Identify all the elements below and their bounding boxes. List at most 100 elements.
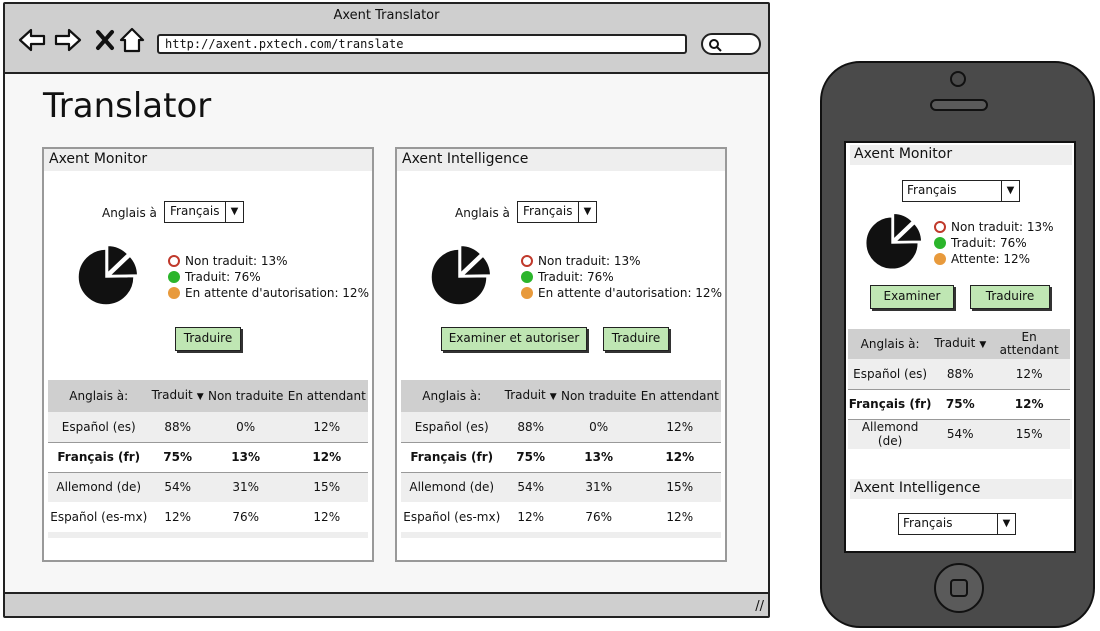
cell-lang: Español (es) [48, 412, 150, 442]
url-input[interactable]: http://axent.pxtech.com/translate [157, 34, 687, 54]
legend-untranslated: Non traduit: 13% [521, 253, 722, 269]
cell-translated: 88% [932, 359, 989, 389]
mobile-language-select[interactable]: Français ▼ [902, 180, 1020, 202]
legend-translated-label: Traduit: 76% [185, 270, 261, 284]
window-title: Axent Translator [333, 8, 440, 23]
monitor-legend: Non traduit: 13% Traduit: 76% En attente… [168, 253, 369, 301]
cell-pending: 12% [988, 359, 1070, 389]
legend-untranslated: Non traduit: 13% [168, 253, 369, 269]
table-footer [401, 532, 721, 538]
cell-translated: 88% [149, 412, 206, 442]
monitor-language-label: Anglais à [102, 206, 157, 220]
table-row[interactable]: Allemond (de) 54% 15% [848, 419, 1070, 449]
home-icon[interactable] [117, 26, 147, 54]
header-lang[interactable]: Anglais à: [48, 380, 150, 412]
mobile-intelligence-language-value: Français [903, 516, 953, 530]
header-translated-label: Traduit [504, 387, 546, 402]
cell-lang: Español (es) [401, 412, 503, 442]
table-header-row: Anglais à: Traduit ▼ Non traduite En atte… [401, 380, 721, 412]
intelligence-language-label: Anglais à [455, 206, 510, 220]
cell-translated: 12% [164, 510, 191, 524]
legend-translated-label: Traduit: 76% [951, 236, 1027, 250]
header-untranslated[interactable]: Non traduite [558, 380, 639, 412]
table-row[interactable]: Allemond (de) 54% 31% 15% [48, 472, 368, 502]
header-lang[interactable]: Anglais à: [848, 329, 933, 359]
table-row[interactable]: Español (es-mx) 12% 76% 12% [401, 502, 721, 532]
intelligence-translate-button[interactable]: Traduire [603, 327, 669, 351]
mobile-pie-chart [865, 213, 922, 270]
table-row[interactable]: Français (fr) 75% 13% 12% [48, 441, 368, 473]
header-translated[interactable]: Traduit ▼ [932, 329, 989, 359]
intelligence-table: Anglais à: Traduit ▼ Non traduite En atte… [401, 380, 721, 538]
home-square-icon [950, 579, 968, 597]
intelligence-panel-title: Axent Intelligence [397, 149, 725, 171]
monitor-language-select[interactable]: Français ▼ [164, 201, 244, 223]
untranslated-dot-icon [521, 255, 533, 267]
resize-grip-icon[interactable]: // [755, 599, 764, 614]
header-pending[interactable]: En attendant [988, 329, 1070, 359]
pie-slice-pending [107, 255, 138, 277]
mobile-monitor-title: Axent Monitor [850, 145, 1072, 165]
dropdown-arrow-icon: ▼ [225, 202, 243, 222]
table-row[interactable]: Español (es) 88% 0% 12% [401, 412, 721, 442]
pie-slice-untranslated [459, 245, 482, 276]
legend-pending-label: Attente: 12% [951, 252, 1031, 266]
pie-slice-translated [77, 248, 135, 306]
header-pending[interactable]: En attendant [638, 380, 721, 412]
table-row[interactable]: Español (es-mx) 12% 76% 12% [48, 502, 368, 532]
table-row[interactable]: Allemond (de) 54% 31% 15% [401, 472, 721, 502]
mobile-legend: Non traduit: 13% Traduit: 76% Attente: 1… [934, 219, 1054, 267]
cell-pending: 12% [285, 412, 368, 442]
monitor-translate-button[interactable]: Traduire [175, 327, 241, 351]
translated-dot-icon [934, 237, 946, 249]
header-lang[interactable]: Anglais à: [401, 380, 503, 412]
monitor-table: Anglais à: Traduit ▼ Non traduite En atte… [48, 380, 368, 538]
cell-translated: 54% [149, 472, 206, 502]
table-row[interactable]: Español (es) 88% 12% [848, 359, 1070, 389]
table-row[interactable]: Français (fr) 75% 12% [848, 388, 1070, 420]
search-input[interactable] [701, 33, 761, 55]
pie-slice-pending [893, 222, 922, 243]
table-header-row: Anglais à: Traduit ▼ En attendant [848, 329, 1070, 359]
camera-icon [950, 71, 966, 87]
header-translated[interactable]: Traduit ▼ [502, 380, 559, 412]
review-authorize-button[interactable]: Examiner et autoriser [441, 327, 587, 351]
cell-lang: Allemond (de) [48, 472, 150, 502]
mobile-language-value: Français [907, 183, 957, 197]
mobile-translate-button[interactable]: Traduire [970, 285, 1050, 309]
mobile-intelligence-language-select[interactable]: Français ▼ [898, 513, 1016, 535]
header-untranslated[interactable]: Non traduite [205, 380, 286, 412]
cell-lang: Français (fr) [48, 441, 150, 473]
close-icon[interactable] [91, 26, 121, 54]
sort-down-icon: ▼ [549, 391, 557, 402]
header-translated[interactable]: Traduit ▼ [149, 380, 206, 412]
legend-pending: Attente: 12% [934, 251, 1054, 267]
table-row[interactable]: Español (es) 88% 0% 12% [48, 412, 368, 442]
cell-untranslated: 76% [232, 510, 259, 524]
monitor-pie-chart [77, 245, 138, 306]
cell-pending: 12% [285, 441, 368, 473]
header-pending[interactable]: En attendant [285, 380, 368, 412]
mobile-review-button[interactable]: Examiner [870, 285, 954, 309]
pie-slice-translated [865, 216, 919, 270]
pending-dot-icon [934, 253, 946, 265]
intelligence-language-select[interactable]: Français ▼ [517, 201, 597, 223]
pie-slice-pending [460, 255, 491, 277]
cell-lang: Français (fr) [848, 388, 933, 420]
cell-lang: Español (es-mx) [50, 510, 148, 524]
cell-lang: Français (fr) [401, 441, 503, 473]
cell-untranslated: 0% [558, 412, 639, 442]
forward-arrow-icon[interactable] [53, 26, 83, 54]
browser-titlebar: Axent Translator http://axent.pxtech.com… [5, 4, 768, 74]
legend-pending: En attente d'autorisation: 12% [168, 285, 369, 301]
home-button[interactable] [934, 563, 984, 613]
untranslated-dot-icon [934, 221, 946, 233]
table-row[interactable]: Français (fr) 75% 13% 12% [401, 441, 721, 473]
back-arrow-icon[interactable] [17, 26, 47, 54]
cell-untranslated: 13% [558, 441, 639, 473]
intelligence-panel: Axent Intelligence Anglais à Français ▼ … [395, 147, 727, 562]
cell-translated: 75% [932, 388, 989, 420]
cell-translated: 75% [502, 441, 559, 473]
cell-pending: 12% [638, 412, 721, 442]
pie-slice-untranslated [892, 213, 914, 242]
